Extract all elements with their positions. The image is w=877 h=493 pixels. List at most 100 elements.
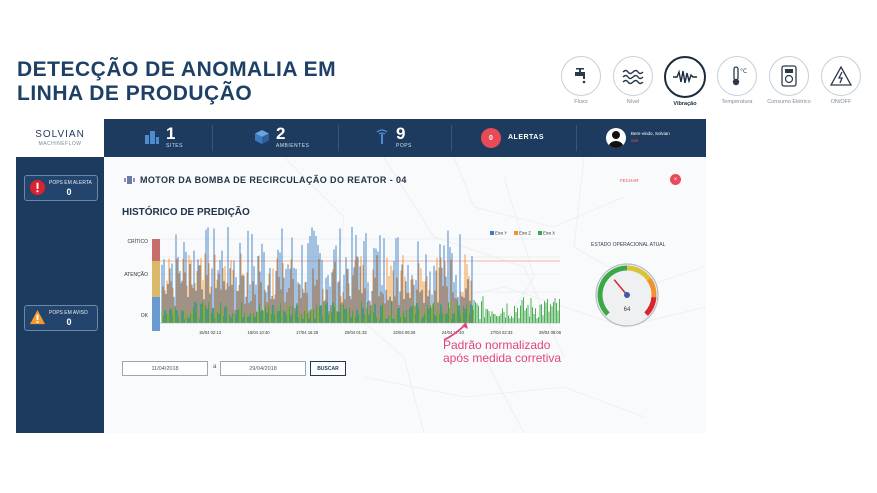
logout-link[interactable]: sair bbox=[631, 138, 639, 143]
thermometer-icon: °C bbox=[732, 66, 747, 86]
severity-ok bbox=[152, 297, 160, 331]
sensor-fluxo[interactable]: Fluxo bbox=[560, 56, 602, 107]
gauge-needle bbox=[613, 279, 628, 296]
legend-swatch bbox=[538, 231, 542, 235]
search-button[interactable]: BUSCAR bbox=[310, 361, 346, 376]
slide-title-line1: DETECÇÃO DE ANOMALIA EM bbox=[17, 58, 337, 81]
sensor-selector: Fluxo Nível Vibração °C Temperatura Cons… bbox=[560, 56, 862, 107]
sensor-temperatura[interactable]: °C Temperatura bbox=[716, 56, 758, 107]
x-tick-label: 15/04 10:40 bbox=[248, 330, 271, 335]
kpi-value: 9 bbox=[396, 124, 406, 143]
brand-name: SOLVIAN bbox=[35, 129, 85, 140]
history-title: HISTÓRICO DE PREDIÇÃO bbox=[122, 207, 250, 218]
sensor-label: Fluxo bbox=[574, 99, 588, 105]
faucet-icon bbox=[575, 68, 586, 84]
legend-label: Eixo Y bbox=[495, 231, 507, 236]
date-separator: a bbox=[213, 364, 217, 370]
slide-title-line2: LINHA DE PRODUÇÃO bbox=[17, 82, 253, 105]
gauge-value: 64 bbox=[624, 307, 631, 313]
alerts-label[interactable]: ALERTAS bbox=[508, 134, 545, 141]
x-tick-label: 17/04 15:28 bbox=[296, 330, 319, 335]
alerts-count-badge[interactable]: 0 bbox=[481, 128, 501, 148]
annotation-line1: Padrão normalizado bbox=[443, 338, 551, 352]
date-from-input[interactable]: 11/04/2018 bbox=[122, 361, 208, 376]
motor-icon bbox=[124, 176, 135, 184]
slide-title: DETECÇÃO DE ANOMALIA EM LINHA DE PRODUÇÃ… bbox=[17, 58, 336, 106]
gauge-arc bbox=[644, 296, 657, 316]
sensor-label: Vibração bbox=[673, 101, 697, 107]
legend-label: Eixo Z bbox=[519, 231, 531, 236]
motor-title: MOTOR DA BOMBA DE RECIRCULAÇÃO DO REATOR… bbox=[140, 175, 407, 185]
kpi-sites[interactable]: 1 SITES bbox=[144, 125, 183, 149]
vibration-icon bbox=[673, 69, 697, 84]
severity-attention bbox=[152, 261, 160, 297]
pops-alerta-card[interactable]: POPS EM ALERTA 0 bbox=[24, 175, 98, 201]
kpi-label: POPS bbox=[396, 143, 412, 149]
status-gauge: 64 bbox=[595, 263, 659, 327]
power-toggle-icon bbox=[830, 66, 852, 86]
card-label: POPS EM AVISO bbox=[49, 310, 88, 316]
close-icon[interactable]: × bbox=[670, 174, 681, 185]
x-tick-label: 20/04 01:33 bbox=[345, 330, 368, 335]
kpi-value: 2 bbox=[276, 124, 286, 143]
antenna-icon bbox=[376, 129, 388, 144]
x-tick-label: 29/04 08:06 bbox=[539, 330, 562, 335]
x-tick-label: 22/04 06:26 bbox=[393, 330, 416, 335]
sensor-onoff[interactable]: ON/OFF bbox=[820, 56, 862, 107]
sidebar: POPS EM ALERTA 0 POPS EM AVISO 0 bbox=[16, 157, 104, 433]
divider bbox=[338, 125, 339, 151]
divider bbox=[212, 125, 213, 151]
sensor-label: Nível bbox=[626, 99, 640, 105]
divider bbox=[451, 125, 452, 151]
prediction-chart[interactable]: OK ATENÇÃO CRÍTICO 15/04 02:13 15/04 10:40 17… bbox=[112, 227, 572, 347]
severity-critical bbox=[152, 239, 160, 261]
alert-circle-icon bbox=[29, 179, 46, 196]
sensor-consumo[interactable]: Consumo Elétrico bbox=[767, 56, 811, 107]
sensor-label: Temperatura bbox=[721, 99, 753, 105]
date-to-input[interactable]: 29/04/2018 bbox=[220, 361, 306, 376]
kpi-pops[interactable]: 9 POPS bbox=[374, 125, 412, 149]
svg-text:°C: °C bbox=[740, 68, 747, 75]
detail-panel: MOTOR DA BOMBA DE RECIRCULAÇÃO DO REATOR… bbox=[104, 157, 706, 433]
x-tick-label: 15/04 02:13 bbox=[199, 330, 222, 335]
y-tick-label: CRÍTICO bbox=[127, 238, 148, 245]
card-label: POPS EM ALERTA bbox=[49, 180, 92, 186]
gauge-arc bbox=[597, 265, 628, 316]
brand-logo[interactable]: SOLVIAN MACHINEFLOW bbox=[16, 119, 104, 157]
pops-aviso-card[interactable]: POPS EM AVISO 0 bbox=[24, 305, 98, 331]
kpi-value: 1 bbox=[166, 124, 176, 143]
building-icon bbox=[145, 131, 159, 144]
divider bbox=[576, 125, 577, 151]
gauge-hub bbox=[624, 292, 630, 298]
user-icon bbox=[609, 131, 623, 148]
kpi-label: AMBIENTES bbox=[276, 143, 310, 149]
annotation: Padrão normalizado após medida corretiva bbox=[443, 339, 561, 365]
legend-swatch bbox=[490, 231, 494, 235]
brand-sub: MACHINEFLOW bbox=[38, 141, 82, 147]
water-level-icon bbox=[622, 69, 644, 85]
kpi-label: SITES bbox=[166, 143, 183, 149]
kpi-ambientes[interactable]: 2 AMBIENTES bbox=[254, 125, 309, 149]
x-tick-label: 24/04 17:40 bbox=[442, 330, 465, 335]
legend-label: Eixo X bbox=[543, 231, 555, 236]
gauge-arc bbox=[646, 277, 657, 298]
legend-swatch bbox=[514, 231, 518, 235]
card-value: 0 bbox=[66, 187, 72, 197]
x-tick-label: 27/04 02:33 bbox=[490, 330, 513, 335]
annotation-line2: após medida corretiva bbox=[443, 351, 562, 365]
close-label[interactable]: FECHAR bbox=[620, 178, 639, 183]
avatar[interactable] bbox=[606, 128, 626, 148]
sensor-label: Consumo Elétrico bbox=[767, 99, 811, 105]
card-value: 0 bbox=[66, 317, 72, 327]
warning-triangle-icon bbox=[29, 309, 46, 325]
y-tick-label: OK bbox=[141, 313, 149, 319]
power-meter-icon bbox=[781, 65, 797, 87]
annotation-arrow bbox=[443, 322, 468, 341]
cube-icon bbox=[255, 130, 269, 144]
sensor-label: ON/OFF bbox=[830, 99, 852, 105]
sensor-nivel[interactable]: Nível bbox=[612, 56, 654, 107]
status-title: ESTADO OPERACIONAL ATUAL bbox=[591, 242, 666, 248]
sensor-vibracao[interactable]: Vibração bbox=[664, 56, 706, 107]
